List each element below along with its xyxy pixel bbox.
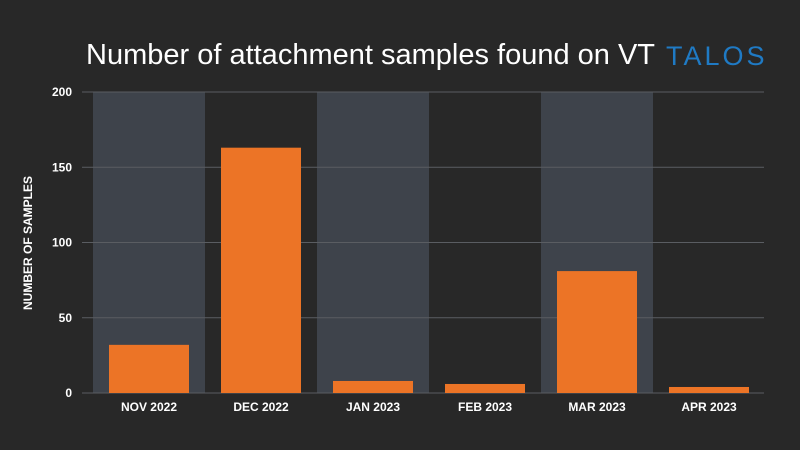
bar-jan-2023	[333, 380, 413, 393]
y-tick-label: 50	[59, 311, 73, 325]
x-tick-labels: NOV 2022 DEC 2022 JAN 2023 FEB 2023 MAR 2023…	[121, 400, 737, 414]
talos-logo: TALOS	[666, 41, 768, 71]
x-tick-label: DEC 2022	[233, 400, 289, 414]
y-tick-label: 100	[52, 236, 72, 250]
chart-title: Number of attachment samples found on VT	[86, 39, 655, 71]
y-tick-label: 200	[52, 85, 72, 99]
gridlines	[82, 91, 764, 394]
x-tick-label: APR 2023	[681, 400, 737, 414]
y-tick-labels: 0 50 100 150 200	[52, 85, 72, 400]
bar-apr-2023	[669, 386, 749, 393]
bar-dec-2022	[221, 147, 301, 393]
bar-nov-2022	[109, 344, 189, 393]
x-tick-label: FEB 2023	[458, 400, 512, 414]
bar-mar-2023	[557, 271, 637, 393]
bars	[109, 147, 749, 393]
bar-feb-2023	[445, 383, 525, 393]
x-tick-label: MAR 2023	[568, 400, 626, 414]
x-tick-label: JAN 2023	[346, 400, 400, 414]
y-tick-label: 150	[52, 160, 72, 174]
x-tick-label: NOV 2022	[121, 400, 177, 414]
y-axis-label: NUMBER OF SAMPLES	[21, 176, 35, 310]
y-tick-label: 0	[65, 386, 72, 400]
